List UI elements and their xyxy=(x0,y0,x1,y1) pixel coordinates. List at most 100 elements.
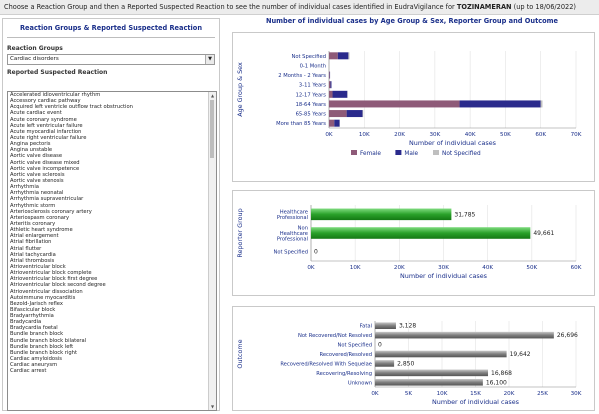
category-label: 0-1 Month xyxy=(300,63,326,69)
bar[interactable] xyxy=(375,351,507,358)
scroll-down-icon[interactable]: ▼ xyxy=(209,403,216,410)
x-axis-title: Number of individual cases xyxy=(432,398,520,406)
chart-heading: Number of individual cases by Age Group … xyxy=(232,17,592,25)
bar-not-specified[interactable] xyxy=(348,52,349,59)
reaction-selection-panel: Reaction Groups & Reported Suspected Rea… xyxy=(2,18,220,411)
y-axis-title: Age Group & Sex xyxy=(236,62,244,117)
legend-entry: Male xyxy=(404,151,418,157)
x-tick-label: 70K xyxy=(571,132,582,138)
outcome-chart-panel: 0K 5K 10K 15K 20K 25K 30K Number of individual … xyxy=(232,306,595,411)
data-label: 26,696 xyxy=(557,332,578,339)
reaction-groups-label: Reaction Groups xyxy=(7,45,219,52)
bar-male[interactable] xyxy=(347,110,363,117)
reaction-list-item[interactable]: Cardiac arrest xyxy=(10,368,216,374)
x-tick-label: 20K xyxy=(394,132,405,138)
category-label: Fatal xyxy=(360,324,372,330)
date-note: (up to 18/06/2022) xyxy=(512,3,576,11)
bar-not-specified[interactable] xyxy=(363,110,364,117)
bar-female[interactable] xyxy=(329,110,347,117)
x-tick-label: 20K xyxy=(504,391,515,397)
legend-swatch xyxy=(433,150,439,155)
x-tick-label: 5K xyxy=(405,391,413,397)
outcome-chart: 0K 5K 10K 15K 20K 25K 30K Number of individual … xyxy=(233,307,594,410)
bar-female[interactable] xyxy=(329,100,460,107)
x-axis-title: Number of individual cases xyxy=(409,139,497,147)
data-label: 3,128 xyxy=(399,323,416,330)
bar[interactable] xyxy=(311,227,530,239)
bar[interactable] xyxy=(311,209,451,221)
legend-swatch xyxy=(395,150,401,155)
bar[interactable] xyxy=(375,360,394,367)
reported-reaction-label: Reported Suspected Reaction xyxy=(7,69,219,76)
category-label: 12-17 Years xyxy=(296,92,327,98)
x-tick-label: 30K xyxy=(571,391,582,397)
category-label: Not Specified xyxy=(273,250,308,256)
category-label: 2 Months - 2 Years xyxy=(278,73,326,79)
x-tick-label: 10K xyxy=(350,265,361,271)
data-label: 0 xyxy=(378,342,382,349)
divider xyxy=(7,37,215,38)
data-label: 49,661 xyxy=(533,230,554,237)
data-label: 31,785 xyxy=(454,211,475,218)
category-label: 18-64 Years xyxy=(296,102,327,108)
data-label: 2,850 xyxy=(397,360,414,367)
data-label: 16,868 xyxy=(491,370,512,377)
x-tick-label: 60K xyxy=(571,265,582,271)
x-tick-label: 30K xyxy=(438,265,449,271)
header-bar: Choose a Reaction Group and then a Repor… xyxy=(0,0,599,15)
listbox-scrollbar[interactable]: ▲ ▼ xyxy=(208,92,216,410)
bar-female[interactable] xyxy=(329,81,330,88)
bar[interactable] xyxy=(375,370,488,377)
header-instruction: Choose a Reaction Group and then a Repor… xyxy=(4,3,457,11)
x-tick-label: 15K xyxy=(470,391,481,397)
bar-female[interactable] xyxy=(329,52,338,59)
reaction-group-select[interactable]: Cardiac disorders ▼ xyxy=(7,54,215,65)
bar-male[interactable] xyxy=(460,100,541,107)
x-tick-label: 60K xyxy=(535,132,546,138)
category-label: More than 85 Years xyxy=(276,121,326,127)
scrollbar-thumb[interactable] xyxy=(210,100,214,158)
bar[interactable] xyxy=(375,379,483,386)
chevron-down-icon[interactable]: ▼ xyxy=(205,55,214,64)
x-tick-label: 0K xyxy=(371,391,379,397)
legend-entry: Female xyxy=(360,151,381,157)
x-tick-label: 50K xyxy=(500,132,511,138)
category-label: Not Specified xyxy=(291,54,326,60)
bar[interactable] xyxy=(375,322,396,329)
x-tick-label: 0K xyxy=(325,132,333,138)
bar-male[interactable] xyxy=(338,52,349,59)
data-label: 19,642 xyxy=(510,351,531,358)
category-label: Recovered/Resolved With Sequelae xyxy=(280,361,372,367)
bar-female[interactable] xyxy=(329,120,334,127)
category-label: 65-85 Years xyxy=(296,112,327,118)
x-tick-label: 40K xyxy=(465,132,476,138)
x-tick-label: 25K xyxy=(537,391,548,397)
category-label: 3-11 Years xyxy=(299,83,326,89)
x-tick-label: 40K xyxy=(482,265,493,271)
bar-female[interactable] xyxy=(329,91,333,98)
selected-group: Cardiac disorders xyxy=(10,56,59,62)
category-label: Recovering/Resolving xyxy=(316,371,372,377)
bar-male[interactable] xyxy=(334,120,339,127)
x-tick-label: 20K xyxy=(394,265,405,271)
legend-entry: Not Specified xyxy=(442,151,481,157)
x-tick-label: 10K xyxy=(437,391,448,397)
bar-not-specified[interactable] xyxy=(541,100,543,107)
bar-male[interactable] xyxy=(330,81,331,88)
bar-male[interactable] xyxy=(333,91,348,98)
category-label: Not Recovered/Not Resolved xyxy=(298,333,372,339)
bar-female[interactable] xyxy=(329,72,330,79)
bar[interactable] xyxy=(375,332,554,339)
data-label: 0 xyxy=(314,249,318,256)
scroll-up-icon[interactable]: ▲ xyxy=(209,92,216,99)
y-axis-title: Reporter Group xyxy=(236,208,244,257)
x-tick-label: 30K xyxy=(429,132,440,138)
product-name: TOZINAMERAN xyxy=(457,3,512,11)
